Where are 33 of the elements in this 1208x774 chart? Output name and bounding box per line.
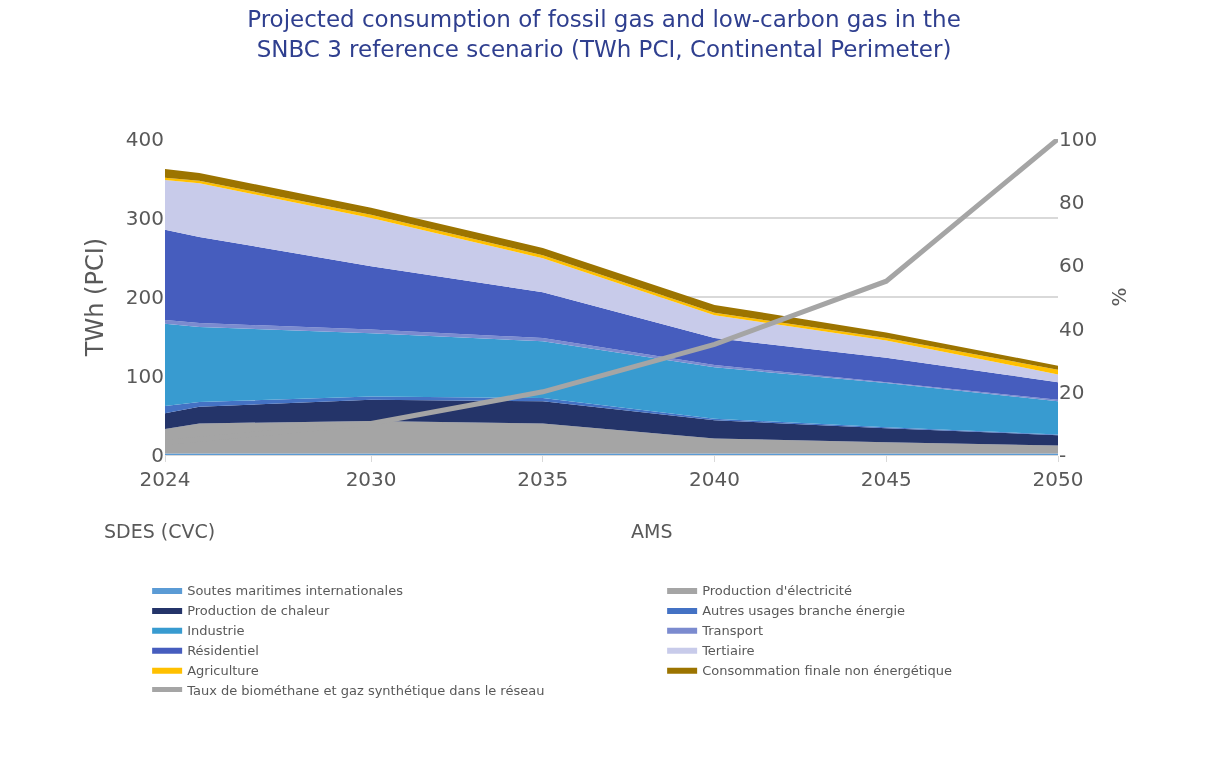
y2-tick-label: - [1059,443,1067,467]
y2-tick-label: 80 [1059,190,1085,215]
text: AMS [631,520,673,542]
x-tick-label: 2024 [139,467,191,491]
y-tick-label: 300 [125,206,164,230]
legend-label: Industrie [187,622,245,638]
y2-axis-title: % [1106,287,1131,307]
legend-label: Consommation finale non énergétique [702,662,952,678]
x-tick-label: 2030 [345,467,397,491]
x-tick-label: 2040 [689,467,740,491]
legend-label: Soutes maritimes internationales [187,583,404,599]
legend-label: Production de chaleur [187,603,331,618]
legend-label: Tertiaire [701,642,755,658]
legend-label: Autres usages branche énergie [702,603,905,618]
chart-title: Projected consumption of fossil gas and low-carbon gas in the SNBC 3 reference scenario (TWh PCI, Continental Perimeter) [247,6,961,62]
y2-tick-label: 20 [1059,379,1085,404]
y-axis-title: TWh (PCI) [80,237,109,358]
legend-label: Résidentiel [187,642,259,658]
y2-tick-label: 60 [1059,253,1085,278]
legend-label: Production d'électricité [702,583,852,599]
legend-label: Transport [701,622,764,638]
y2-tick-label: 100 [1059,127,1098,151]
y-tick-label: 100 [125,364,164,388]
y-tick-label: 0 [151,443,164,467]
x-tick-label: 2050 [1032,467,1084,491]
legend-label: Agriculture [187,662,259,678]
y2-tick-label: 40 [1059,316,1085,341]
text: SDES (CVC) [104,520,216,542]
x-tick-label: 2035 [517,467,569,491]
y-tick-label: 200 [125,285,164,309]
y-tick-label: 400 [125,127,164,151]
x-tick-label: 2045 [860,467,912,491]
legend-label: Taux de biométhane et gaz synthétique dans le réseau [186,682,545,698]
